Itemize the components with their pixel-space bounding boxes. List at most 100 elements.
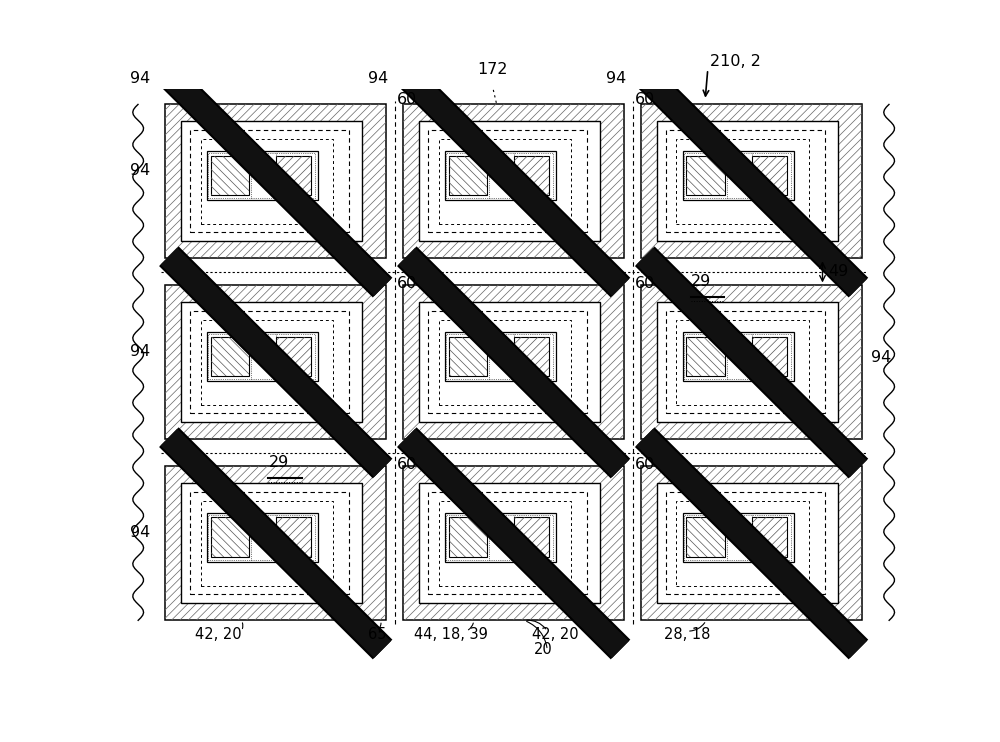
Bar: [752, 156, 787, 195]
Bar: [276, 156, 311, 195]
Text: 94: 94: [130, 71, 151, 86]
Bar: [657, 303, 838, 422]
Bar: [190, 312, 349, 413]
Bar: [403, 105, 624, 258]
Bar: [403, 286, 624, 439]
Bar: [641, 286, 862, 439]
Bar: [181, 122, 362, 241]
Bar: [686, 517, 725, 557]
Bar: [446, 153, 553, 198]
Bar: [666, 493, 825, 594]
Bar: [190, 131, 349, 232]
Bar: [211, 156, 249, 195]
Text: 60: 60: [397, 276, 417, 291]
Bar: [752, 337, 787, 376]
Bar: [514, 517, 549, 557]
Text: 20: 20: [534, 643, 553, 657]
Bar: [657, 483, 838, 603]
Bar: [207, 151, 318, 200]
Bar: [514, 156, 549, 195]
Bar: [211, 337, 249, 376]
Bar: [201, 139, 333, 224]
Bar: [445, 151, 556, 200]
Bar: [181, 483, 362, 603]
Text: 60: 60: [397, 93, 417, 108]
Bar: [449, 156, 487, 195]
Text: 42, 20: 42, 20: [532, 627, 578, 642]
Bar: [666, 131, 825, 232]
Bar: [439, 320, 571, 405]
Bar: [449, 517, 487, 557]
Bar: [190, 493, 349, 594]
Text: 29: 29: [268, 455, 289, 470]
Bar: [449, 337, 487, 376]
Bar: [201, 501, 333, 586]
Bar: [428, 312, 587, 413]
Bar: [439, 139, 571, 224]
Bar: [403, 105, 624, 258]
Text: 28, 18: 28, 18: [664, 627, 710, 642]
Text: 94: 94: [368, 71, 389, 86]
Bar: [686, 337, 725, 376]
Bar: [165, 466, 386, 620]
Text: 29: 29: [691, 274, 711, 289]
Bar: [514, 517, 549, 557]
Bar: [686, 156, 725, 195]
Bar: [445, 513, 556, 562]
Text: 94: 94: [130, 344, 150, 359]
Bar: [657, 122, 838, 241]
Bar: [449, 337, 487, 376]
Bar: [446, 334, 553, 379]
Bar: [641, 105, 862, 258]
Bar: [403, 466, 624, 620]
Text: 94: 94: [130, 525, 150, 540]
Text: 94: 94: [606, 71, 627, 86]
Bar: [211, 517, 249, 557]
Text: 44, 18, 39: 44, 18, 39: [414, 627, 487, 642]
Bar: [684, 153, 791, 198]
Text: 172: 172: [478, 62, 508, 76]
Bar: [207, 332, 318, 381]
Bar: [419, 303, 600, 422]
Bar: [752, 517, 787, 557]
Bar: [207, 513, 318, 562]
Bar: [666, 312, 825, 413]
Text: 42, 20: 42, 20: [195, 627, 241, 642]
Bar: [403, 286, 624, 439]
Bar: [403, 466, 624, 620]
Bar: [683, 513, 794, 562]
Bar: [752, 517, 787, 557]
Bar: [208, 153, 315, 198]
Bar: [514, 337, 549, 376]
Bar: [165, 286, 386, 439]
Bar: [208, 334, 315, 379]
Text: 65: 65: [368, 627, 386, 642]
Bar: [514, 156, 549, 195]
Text: 60: 60: [635, 93, 655, 108]
Bar: [428, 493, 587, 594]
Bar: [276, 517, 311, 557]
Bar: [686, 156, 725, 195]
Text: 60: 60: [635, 457, 655, 472]
Bar: [165, 466, 386, 620]
Bar: [165, 105, 386, 258]
Bar: [683, 151, 794, 200]
Text: 94: 94: [130, 163, 150, 178]
Bar: [165, 105, 386, 258]
Text: 210, 2: 210, 2: [710, 54, 761, 69]
Bar: [276, 156, 311, 195]
Text: 60: 60: [397, 457, 417, 472]
Bar: [449, 156, 487, 195]
Bar: [211, 517, 249, 557]
Bar: [676, 501, 809, 586]
Bar: [446, 514, 553, 560]
Bar: [641, 466, 862, 620]
Bar: [165, 286, 386, 439]
Bar: [201, 320, 333, 405]
Bar: [181, 303, 362, 422]
Bar: [683, 332, 794, 381]
Bar: [445, 332, 556, 381]
Bar: [684, 334, 791, 379]
Bar: [276, 337, 311, 376]
Bar: [428, 131, 587, 232]
